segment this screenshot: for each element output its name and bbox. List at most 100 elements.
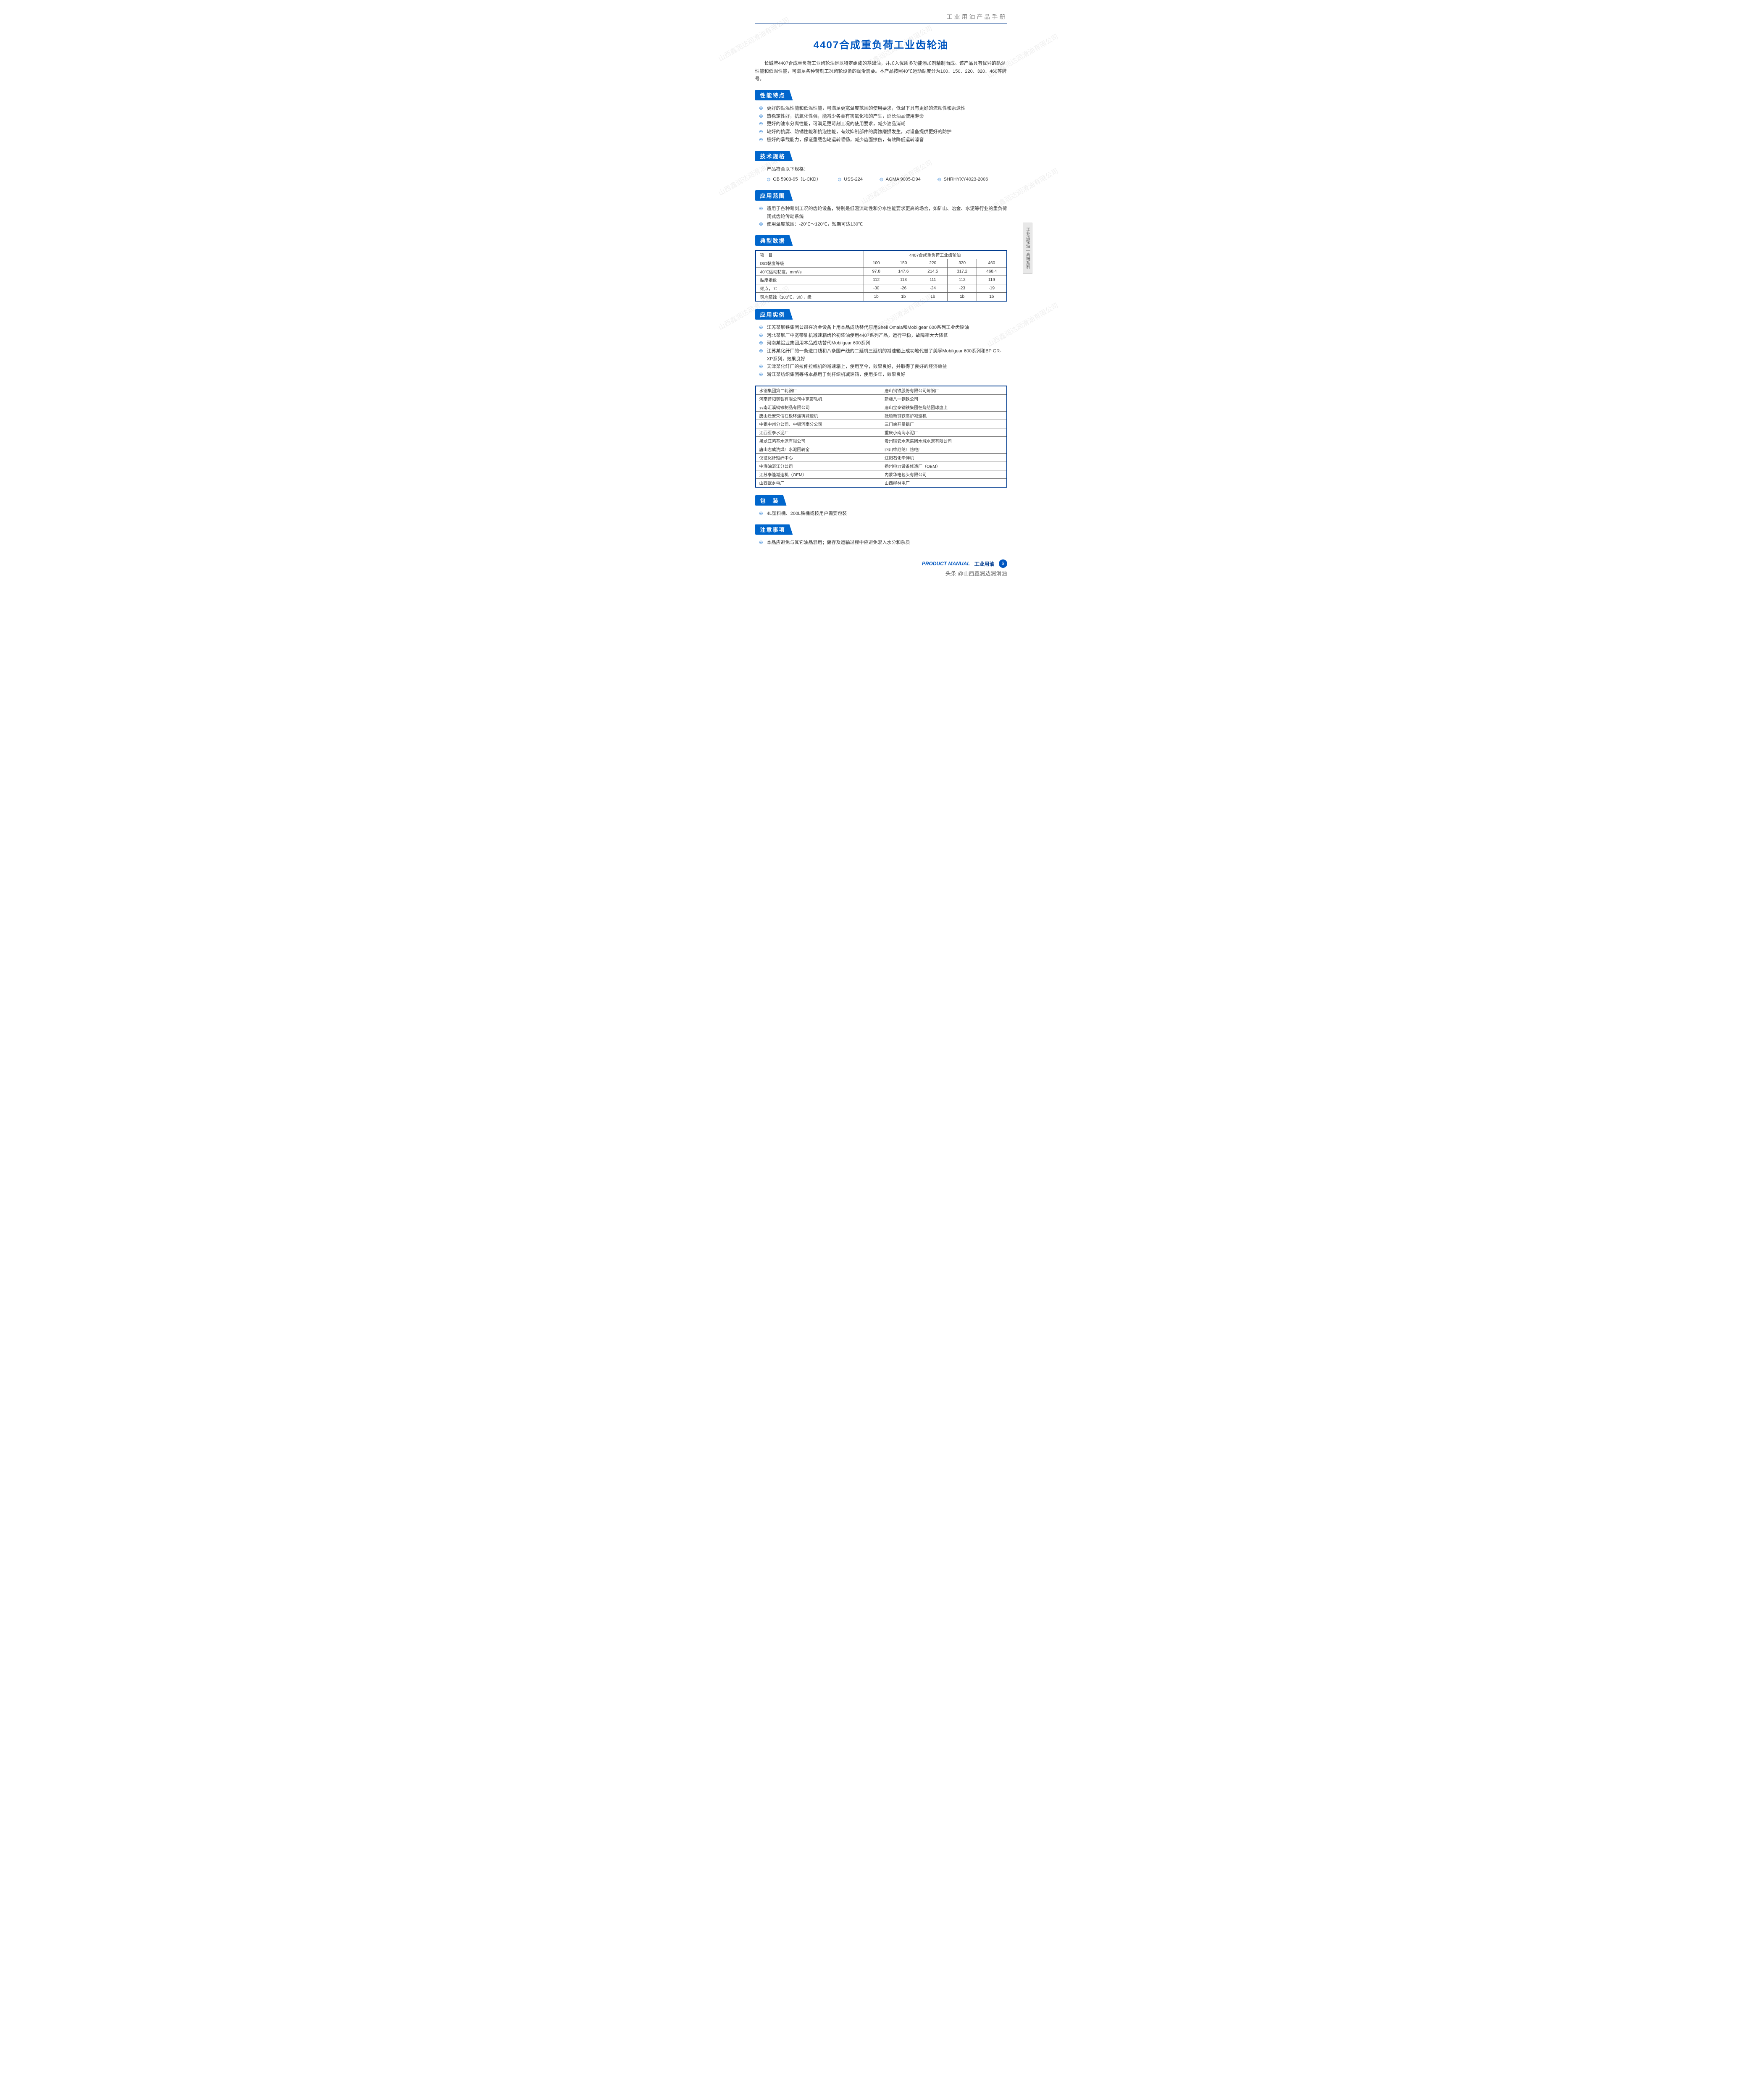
table-cell: 150: [889, 259, 918, 267]
table-row: 倾点，℃ -30 -26 -24 -23 -19: [756, 284, 1007, 292]
specs-intro: 产品符合以下规格：: [767, 165, 1007, 173]
table-cell: 320: [948, 259, 977, 267]
table-cell: -30: [864, 284, 889, 292]
table-cell: 1b: [864, 292, 889, 301]
list-item: 适用于各种苛刻工况的齿轮设备，特别是低温流动性和分水性能要求更高的场合，如矿山、…: [767, 205, 1007, 220]
table-cell: 111: [918, 276, 948, 284]
table-cell: -24: [918, 284, 948, 292]
page-title: 4407合成重负荷工业齿轮油: [755, 37, 1007, 51]
table-cell: 468.4: [977, 267, 1007, 276]
table-cell: 1b: [918, 292, 948, 301]
table-cell: 112: [864, 276, 889, 284]
table-row: 山西武乡电厂山西柳林电厂: [756, 478, 1007, 487]
table-row: ISO黏度等级 100 150 220 320 460: [756, 259, 1007, 267]
table-cell: -26: [889, 284, 918, 292]
table-cell: 100: [864, 259, 889, 267]
table-header-row: 项 目 4407合成重负荷工业齿轮油: [756, 250, 1007, 259]
table-cell: 江西亚泰水泥厂: [756, 428, 881, 436]
table-row: 40℃运动黏度，mm²/s 97.8 147.6 214.5 317.2 468…: [756, 267, 1007, 276]
table-cell: 40℃运动黏度，mm²/s: [756, 267, 864, 276]
section-heading-application: 应用范围: [755, 190, 793, 201]
table-row: 唐山志成洗煤厂水泥回转窑四川维尼纶厂热电厂: [756, 445, 1007, 453]
section-heading-data: 典型数据: [755, 235, 793, 246]
spec-item: GB 5903-95（L-CKD）: [767, 176, 821, 184]
specs-row: GB 5903-95（L-CKD） USS-224 AGMA 9005-D94 …: [767, 176, 1007, 184]
table-row: 河南普阳钢铁有限公司中宽带轧机新疆八一钢铁公司: [756, 394, 1007, 403]
table-row: 江西亚泰水泥厂重庆小南海水泥厂: [756, 428, 1007, 436]
table-cell: 内蒙华电包头有限公司: [881, 470, 1007, 478]
table-cell: 扬州电力设备修造厂（OEM）: [881, 462, 1007, 470]
table-cell: 倾点，℃: [756, 284, 864, 292]
side-tab: 工业齿轮油｜高端系列: [1023, 223, 1032, 274]
footer-category: 工业用油: [974, 560, 994, 567]
notice-list: 本品应避免与其它油品混用；储存及运输过程中应避免混入水分和杂质: [767, 539, 1007, 547]
table-cell: 山西柳林电厂: [881, 478, 1007, 487]
table-row: 云南汇溪钢铁制品有限公司唐山宝泰钢铁集团在烧结团球盘上: [756, 403, 1007, 411]
table-cell: 唐山志成洗煤厂水泥回转窑: [756, 445, 881, 453]
table-cell: 460: [977, 259, 1007, 267]
table-cell: 1b: [948, 292, 977, 301]
table-cell: 119: [977, 276, 1007, 284]
table-cell: 抚顺新钢铁高炉减速机: [881, 411, 1007, 420]
list-item: 4L塑料桶、200L铁桶或按用户需要包装: [767, 510, 1007, 518]
page-footer: PRODUCT MANUAL 工业用油 6: [755, 559, 1007, 568]
packaging-list: 4L塑料桶、200L铁桶或按用户需要包装: [767, 510, 1007, 518]
list-item: 极好的承载能力，保证重载齿轮运转顺畅，减少齿面擦伤，有效降低运转噪音: [767, 136, 1007, 144]
list-item: 天津某化纤厂的拉伸拉幅机的减速箱上，使用至今，效果良好，并取得了良好的经济效益: [767, 363, 1007, 371]
table-cell: 江苏泰隆减速机（OEM）: [756, 470, 881, 478]
list-item: 本品应避免与其它油品混用；储存及运输过程中应避免混入水分和杂质: [767, 539, 1007, 547]
page-header: 工业用油产品手册: [755, 13, 1007, 24]
table-cell: 山西武乡电厂: [756, 478, 881, 487]
table-row: 江苏泰隆减速机（OEM）内蒙华电包头有限公司: [756, 470, 1007, 478]
table-cell: 147.6: [889, 267, 918, 276]
table-cell: 新疆八一钢铁公司: [881, 394, 1007, 403]
list-item: 浙江某纺织集团等将本品用于剑杆织机减速箱，使用多年，效果良好: [767, 371, 1007, 379]
table-cell: 铜片腐蚀（100℃，3h），级: [756, 292, 864, 301]
table-cell: 97.8: [864, 267, 889, 276]
table-header-cell: 项 目: [756, 250, 864, 259]
list-item: 更好的黏温性能和低温性能，可满足更宽温度范围的使用要求，低温下具有更好的流动性和…: [767, 105, 1007, 113]
table-header-cell: 4407合成重负荷工业齿轮油: [864, 250, 1006, 259]
table-cell: 重庆小南海水泥厂: [881, 428, 1007, 436]
table-row: 铜片腐蚀（100℃，3h），级 1b 1b 1b 1b 1b: [756, 292, 1007, 301]
page-number: 6: [999, 559, 1007, 568]
table-cell: ISO黏度等级: [756, 259, 864, 267]
cases-list: 江苏某钢铁集团公司在冶金设备上用本品成功替代原用Shell Omala和Mobi…: [767, 324, 1007, 379]
typical-data-table: 项 目 4407合成重负荷工业齿轮油 ISO黏度等级 100 150 220 3…: [755, 250, 1007, 302]
table-cell: 四川维尼纶厂热电厂: [881, 445, 1007, 453]
table-cell: 1b: [977, 292, 1007, 301]
table-cell: 水钢集团第二轧钢厂: [756, 386, 881, 395]
list-item: 河北某钢厂中宽带轧机减速箱齿轮初装油使用4407系列产品，运行平稳，故障率大大降…: [767, 332, 1007, 340]
list-item: 热稳定性好，抗氧化性强，能减少各类有害氧化物的产生，延长油品使用寿命: [767, 113, 1007, 121]
list-item: 江苏某化纤厂的一条进口线和八条国产线的二延机三延机的减速箱上成功地代替了美孚Mo…: [767, 347, 1007, 363]
spec-item: SHRHYXY4023-2006: [937, 176, 988, 184]
section-heading-cases: 应用实例: [755, 309, 793, 320]
list-item: 使用温度范围：-20℃～120℃，短期可达130℃: [767, 220, 1007, 228]
table-row: 黏度指数 112 113 111 112 119: [756, 276, 1007, 284]
table-row: 中海油湛江分公司扬州电力设备修造厂（OEM）: [756, 462, 1007, 470]
table-cell: 112: [948, 276, 977, 284]
section-heading-notice: 注意事项: [755, 524, 793, 535]
table-row: 中铝中州分公司、中铝河南分公司三门峡开曼铝厂: [756, 420, 1007, 428]
table-row: 仪征化纤短纤中心辽阳石化牵伸机: [756, 453, 1007, 462]
section-heading-packaging: 包 装: [755, 495, 787, 506]
table-cell: 220: [918, 259, 948, 267]
list-item: 较好的抗腐、防锈性能和抗泡性能，有效抑制部件的腐蚀磨损发生，对设备提供更好的防护: [767, 128, 1007, 136]
table-cell: 黑龙江鸿基水泥有限公司: [756, 436, 881, 445]
table-cell: -19: [977, 284, 1007, 292]
list-item: 河南某铝业集团用本品成功替代Mobilgear 600系列: [767, 339, 1007, 347]
list-item: 江苏某钢铁集团公司在冶金设备上用本品成功替代原用Shell Omala和Mobi…: [767, 324, 1007, 332]
table-cell: 317.2: [948, 267, 977, 276]
list-item: 更好的油水分离性能，可满足更苛刻工况的使用要求，减少油品消耗: [767, 120, 1007, 128]
intro-paragraph: 长城牌4407合成重负荷工业齿轮油是以特定组成的基础油，并加入优质多功能添加剂精…: [755, 60, 1007, 83]
table-cell: 唐山宝泰钢铁集团在烧结团球盘上: [881, 403, 1007, 411]
spec-item: USS-224: [838, 176, 863, 184]
table-row: 水钢集团第二轧钢厂唐山钢铁股份有限公司炼钢厂: [756, 386, 1007, 395]
table-cell: 113: [889, 276, 918, 284]
attribution-watermark: 头条 @山西鑫润达润滑油: [945, 569, 1007, 577]
table-cell: 黏度指数: [756, 276, 864, 284]
table-cell: 贵州瑞安水泥集团水城水泥有限公司: [881, 436, 1007, 445]
section-heading-features: 性能特点: [755, 90, 793, 100]
table-row: 唐山迁安荣信在板环连铸减速机抚顺新钢铁高炉减速机: [756, 411, 1007, 420]
features-list: 更好的黏温性能和低温性能，可满足更宽温度范围的使用要求，低温下具有更好的流动性和…: [767, 105, 1007, 144]
